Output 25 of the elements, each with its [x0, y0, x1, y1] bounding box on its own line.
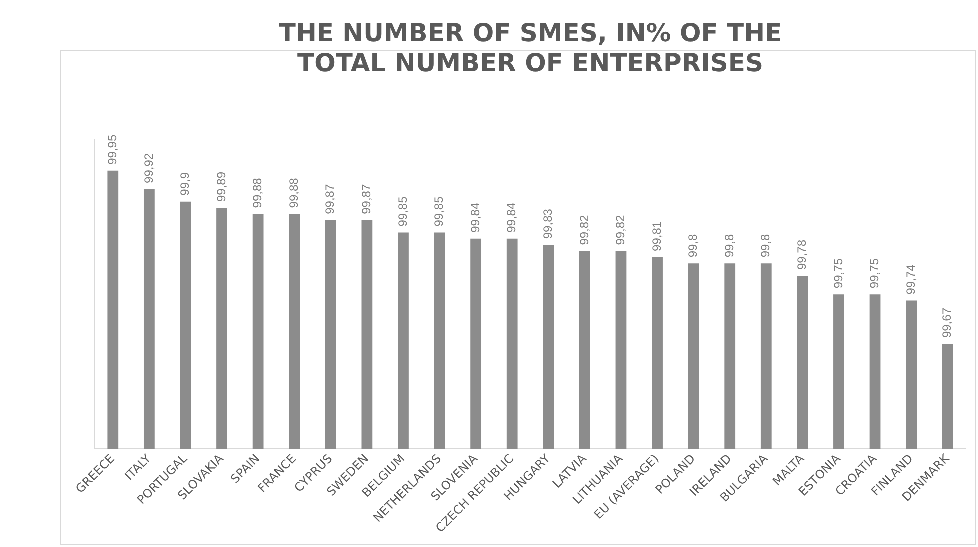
data-label: 99,89	[214, 172, 228, 202]
data-label: 99,75	[868, 258, 882, 289]
data-label: 99,85	[396, 196, 410, 227]
data-label: 99,88	[286, 178, 301, 208]
data-label: 99,83	[540, 208, 555, 240]
data-label: 99,81	[650, 221, 664, 252]
data-label: 99,74	[904, 264, 918, 295]
data-label: 99,8	[722, 234, 736, 258]
chart-title: THE NUMBER OF SMES, IN% OF THE TOTAL NUMBER OF ENTERPRISES	[278, 18, 782, 78]
data-label: 99,9	[178, 172, 192, 196]
data-label: 99,85	[432, 196, 446, 227]
data-label: 99,75	[831, 258, 846, 289]
data-label: 99,78	[795, 240, 809, 270]
data-label: 99,8	[758, 234, 773, 258]
data-label: 99,87	[323, 184, 338, 214]
data-label: 99,87	[360, 184, 374, 214]
data-label: 99,84	[504, 202, 519, 233]
data-label: 99,84	[468, 202, 482, 233]
data-label: 99,67	[940, 308, 954, 338]
data-label: 99,82	[614, 214, 628, 246]
data-label: 99,95	[105, 134, 120, 165]
data-label: 99,8	[686, 234, 700, 258]
data-label: 99,88	[250, 178, 265, 208]
data-label: 99,92	[142, 153, 156, 184]
data-label: 99,82	[577, 214, 592, 246]
